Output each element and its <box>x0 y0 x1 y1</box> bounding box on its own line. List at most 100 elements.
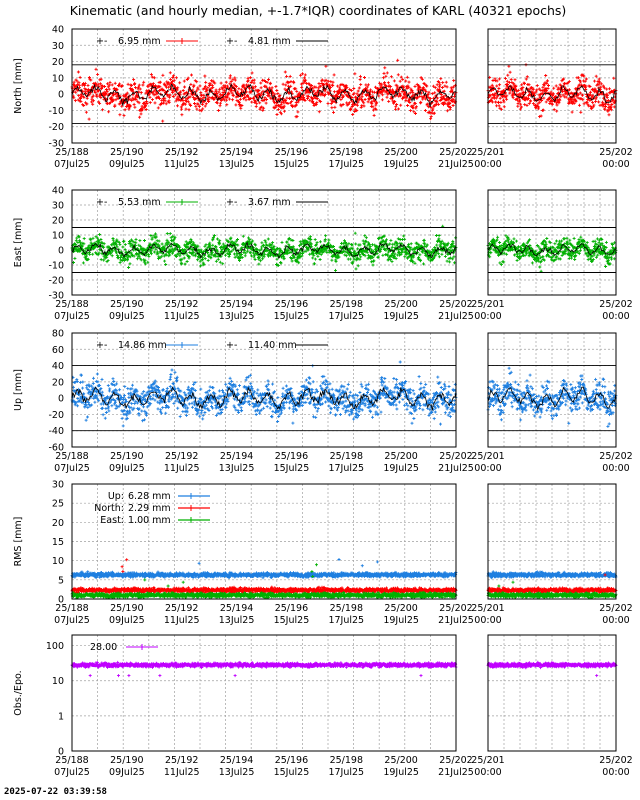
x-tick-sublabel: 15Jul25 <box>274 463 310 474</box>
y-tick-label: 20 <box>52 518 64 529</box>
x-tick-label: 25/192 <box>165 299 198 310</box>
x-tick-label: 25/202 <box>439 451 472 462</box>
series-north-median-line <box>487 85 617 104</box>
y-tick-label: 30 <box>52 201 64 212</box>
plot-frame <box>71 634 457 752</box>
x-tick-label: 25/192 <box>165 755 198 766</box>
figure-title: Kinematic (and hourly median, +-1.7*IQR)… <box>70 3 567 18</box>
x-tick-sublabel: 21Jul25 <box>438 463 474 474</box>
x-tick-label: 25/192 <box>165 147 198 158</box>
up-zoom-points <box>486 366 618 428</box>
x-tick-label: 25/196 <box>275 147 308 158</box>
x-tick-label: 25/194 <box>220 147 253 158</box>
rms-main-points <box>70 558 458 600</box>
x-tick-sublabel: 11Jul25 <box>164 767 200 778</box>
y-tick-label: 0 <box>58 246 64 257</box>
x-tick-sublabel: 00:00 <box>602 463 629 474</box>
legend-dash: +- <box>96 36 107 47</box>
legend-dash: +- <box>96 340 107 351</box>
y-tick-label: 20 <box>52 377 64 388</box>
x-tick-sublabel: 19Jul25 <box>383 615 419 626</box>
x-tick-sublabel: 09Jul25 <box>109 615 145 626</box>
x-tick-label: 25/200 <box>384 451 417 462</box>
y-tick-label: -30 <box>48 139 64 150</box>
x-tick-sublabel: 13Jul25 <box>219 311 255 322</box>
rms-legend: Up: 6.28 mm North: 2.29 mm East: 1.00 mm <box>94 491 210 526</box>
x-tick-label: 25/190 <box>110 755 143 766</box>
legend-marker <box>188 517 194 523</box>
y-tick-label: -20 <box>48 410 64 421</box>
plot-frame <box>487 189 617 296</box>
x-tick-label: 25/200 <box>384 299 417 310</box>
legend-dash: +- <box>226 36 237 47</box>
x-tick-label: 25/201 <box>471 147 504 158</box>
x-tick-label: 25/201 <box>471 451 504 462</box>
x-tick-sublabel: 19Jul25 <box>383 767 419 778</box>
legend-dash: +- <box>96 197 107 208</box>
legend-label: 11.40 mm <box>248 340 297 351</box>
x-tick-label: 25/198 <box>330 451 363 462</box>
series-north-median-line <box>71 83 457 108</box>
x-tick-sublabel: 07Jul25 <box>54 159 90 170</box>
x-tick-sublabel: 00:00 <box>602 615 629 626</box>
x-tick-sublabel: 17Jul25 <box>328 463 364 474</box>
y-tick-label: 0 <box>58 595 64 606</box>
legend-label: 28.00 <box>90 642 117 653</box>
plot-frame <box>487 332 617 448</box>
x-tick-label: 25/192 <box>165 603 198 614</box>
x-tick-label: 25/188 <box>55 451 88 462</box>
y-tick-label: 60 <box>52 345 64 356</box>
x-tick-sublabel: 13Jul25 <box>219 463 255 474</box>
panels: 25/18807Jul2525/19009Jul2525/19211Jul252… <box>13 25 633 779</box>
series-up-median-line <box>71 386 457 411</box>
x-tick-label: 25/196 <box>275 755 308 766</box>
x-tick-label: 25/198 <box>330 299 363 310</box>
x-tick-sublabel: 13Jul25 <box>219 159 255 170</box>
series-east-median-line <box>487 243 617 257</box>
x-tick-label: 25/200 <box>384 755 417 766</box>
y-tick-label: 0 <box>58 90 64 101</box>
x-tick-sublabel: 15Jul25 <box>274 311 310 322</box>
series-east-median-line <box>71 241 457 260</box>
up-main-points <box>70 360 458 428</box>
series-obs-points <box>70 660 458 678</box>
x-tick-label: 25/196 <box>275 451 308 462</box>
y-tick-label: 40 <box>52 361 64 372</box>
y-tick-label: 80 <box>52 329 64 340</box>
series-up-points <box>70 558 458 580</box>
x-tick-sublabel: 21Jul25 <box>438 767 474 778</box>
x-tick-sublabel: 15Jul25 <box>274 615 310 626</box>
plot-frame <box>487 634 617 752</box>
plot-frame <box>71 28 457 144</box>
y-tick-label: 15 <box>52 537 64 548</box>
obs-legend: 28.00 <box>90 642 158 653</box>
x-tick-sublabel: 00:00 <box>474 159 501 170</box>
x-tick-label: 25/190 <box>110 147 143 158</box>
x-tick-label: 25/194 <box>220 755 253 766</box>
y-tick-label: 25 <box>52 499 64 510</box>
legend-label: 4.81 mm <box>248 36 291 47</box>
y-tick-label: -30 <box>48 291 64 302</box>
x-tick-sublabel: 17Jul25 <box>328 767 364 778</box>
x-tick-label: 25/202 <box>439 603 472 614</box>
x-tick-label: 25/190 <box>110 299 143 310</box>
legend-label: 5.53 mm <box>118 197 161 208</box>
x-tick-sublabel: 11Jul25 <box>164 159 200 170</box>
x-tick-sublabel: 00:00 <box>602 767 629 778</box>
x-tick-sublabel: 17Jul25 <box>328 615 364 626</box>
x-tick-label: 25/190 <box>110 603 143 614</box>
x-tick-sublabel: 11Jul25 <box>164 615 200 626</box>
legend-value: 6.28 mm <box>128 491 171 502</box>
y-tick-label: 30 <box>52 41 64 52</box>
legend-marker <box>179 38 185 44</box>
x-tick-label: 25/188 <box>55 603 88 614</box>
y-tick-label: 40 <box>52 25 64 36</box>
x-tick-label: 25/196 <box>275 603 308 614</box>
x-tick-sublabel: 00:00 <box>474 311 501 322</box>
x-tick-sublabel: 15Jul25 <box>274 159 310 170</box>
